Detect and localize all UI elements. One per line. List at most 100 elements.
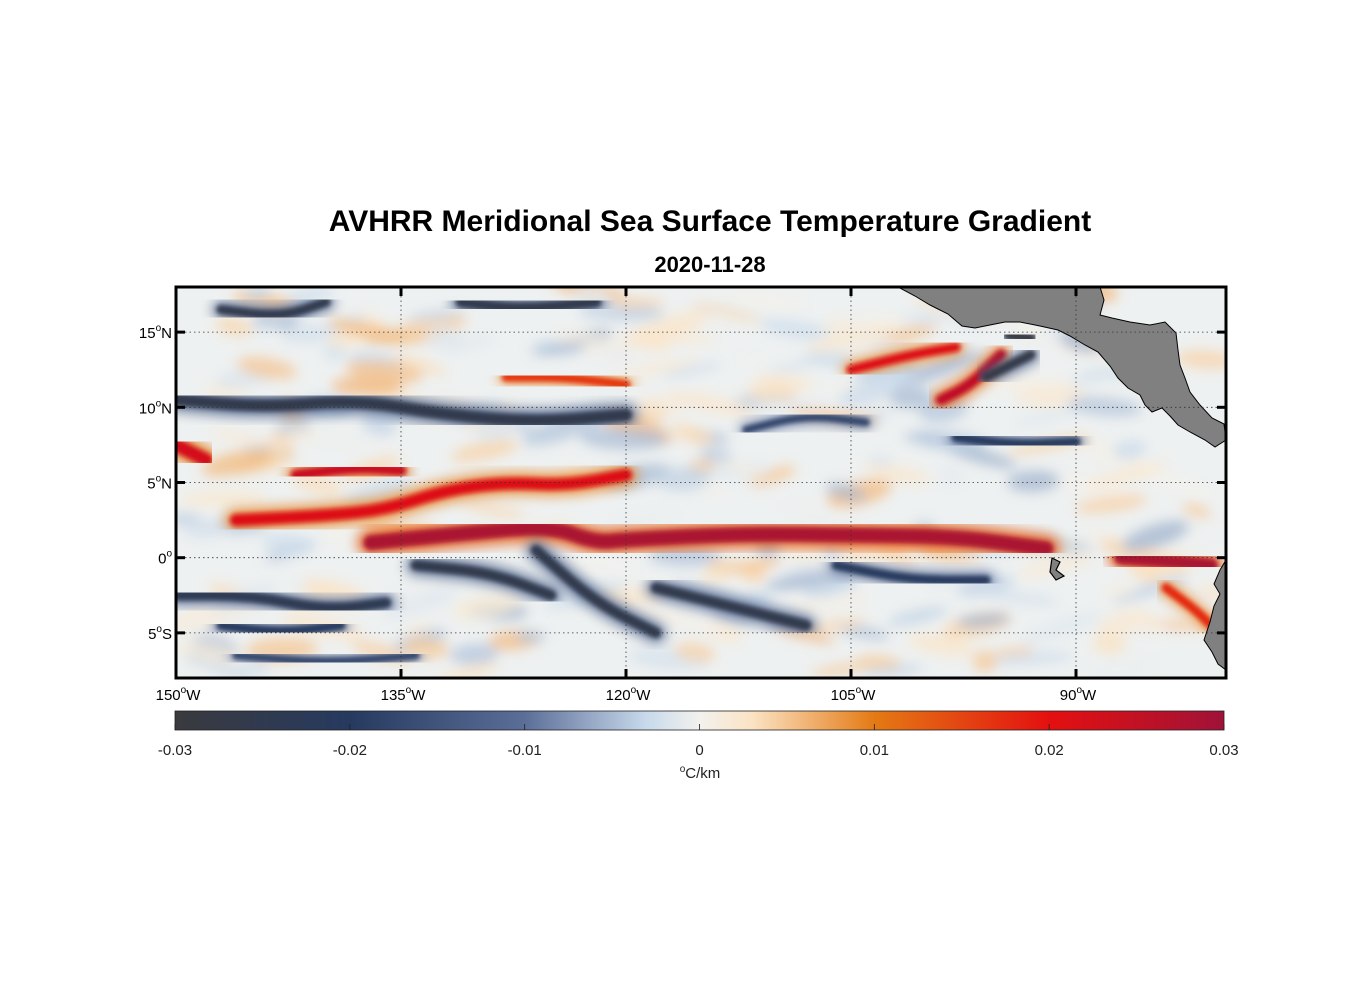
colorbar-tick-label: 0.01	[860, 742, 889, 759]
texture-blob	[896, 351, 983, 386]
texture-blob	[791, 594, 855, 607]
gradient-band-negative	[216, 620, 346, 636]
texture-blob	[805, 350, 852, 369]
texture-blob	[449, 643, 499, 666]
texture-blob	[825, 483, 867, 501]
texture-blob	[393, 354, 447, 375]
x-tick-label: 150oW	[156, 685, 202, 704]
texture-blob	[671, 424, 715, 446]
texture-blob	[662, 363, 723, 378]
texture-blob	[176, 513, 201, 525]
texture-blob	[1075, 494, 1148, 514]
texture-blob	[1019, 611, 1104, 645]
map-plot-area	[176, 287, 1226, 678]
land-central-america	[897, 287, 1226, 448]
gradient-band-negative	[176, 393, 633, 427]
gradient-band-positive	[1161, 583, 1216, 630]
texture-blob	[984, 652, 1075, 665]
texture-blob	[666, 391, 756, 417]
texture-blob	[729, 291, 807, 311]
colorbar-tick-label: -0.03	[158, 742, 192, 759]
texture-blob	[889, 386, 933, 409]
texture-blob	[1182, 502, 1212, 519]
texture-blob	[622, 312, 707, 347]
texture-blob	[286, 428, 319, 440]
texture-blob	[1175, 350, 1226, 369]
texture-blob	[985, 376, 1074, 393]
texture-blob	[803, 578, 858, 598]
texture-blob	[464, 336, 494, 347]
texture-blob	[307, 429, 396, 448]
gradient-band-positive	[1114, 550, 1218, 572]
figure-subtitle: 2020-11-28	[654, 252, 766, 277]
texture-blob	[407, 308, 467, 321]
gradient-band-positive	[846, 342, 961, 375]
x-tick-label: 135oW	[381, 685, 427, 704]
texture-blob	[360, 413, 397, 436]
texture-blob	[381, 587, 457, 618]
texture-blob	[176, 640, 243, 665]
land-galapagos	[1049, 557, 1066, 581]
texture-blob	[473, 430, 511, 440]
texture-blob	[450, 439, 519, 462]
gradient-band-positive	[229, 468, 633, 527]
texture-blob	[461, 502, 526, 518]
texture-blob	[281, 323, 320, 343]
colorbar-tick-label: 0.03	[1209, 742, 1238, 759]
texture-blob	[860, 665, 925, 677]
texture-blob	[284, 288, 335, 302]
texture-blob	[716, 461, 767, 476]
texture-blob	[878, 549, 918, 566]
texture-blob	[938, 464, 965, 487]
colorbar-ticks: -0.03 -0.02 -0.01 0 0.01 0.02 0.03	[158, 724, 1239, 759]
texture-blob	[681, 305, 762, 326]
texture-blob	[992, 646, 1035, 657]
texture-blob	[674, 642, 716, 662]
gradient-band-negative	[650, 582, 812, 631]
texture-blob	[619, 604, 701, 626]
texture-blob	[806, 323, 896, 354]
texture-blob	[179, 490, 266, 507]
texture-blob	[531, 343, 587, 355]
texture-blob	[1125, 612, 1166, 633]
texture-blob	[1013, 406, 1086, 427]
texture-blob	[591, 344, 655, 365]
texture-blob	[1007, 470, 1061, 492]
texture-blob	[696, 618, 727, 636]
gradient-band-negative	[530, 544, 662, 639]
x-tick-label: 120oW	[606, 685, 652, 704]
colorbar-tick-label: -0.02	[333, 742, 367, 759]
gradient-band-positive	[290, 463, 407, 481]
texture-blob	[1086, 657, 1155, 678]
texture-blob	[405, 622, 433, 635]
gradient-band-negative	[981, 350, 1036, 382]
texture-blob	[212, 430, 269, 445]
texture-blob	[327, 319, 410, 343]
y-tick-label: 15oN	[139, 323, 172, 342]
gradient-band-negative	[951, 432, 1081, 449]
gradient-band-negative	[216, 297, 331, 320]
texture-blob	[749, 465, 797, 486]
texture-blob	[321, 525, 357, 543]
texture-blob	[985, 590, 1059, 606]
texture-blob	[868, 455, 893, 467]
texture-blob	[236, 356, 297, 380]
texture-blob	[1122, 520, 1189, 552]
texture-blob	[1077, 441, 1153, 470]
texture-blob	[799, 617, 867, 635]
texture-blob	[438, 662, 499, 678]
texture-blob	[180, 519, 229, 541]
gradient-features	[176, 292, 1224, 669]
texture-blob	[1092, 633, 1127, 655]
y-tick-label: 5oN	[147, 474, 172, 493]
texture-blob	[765, 569, 855, 591]
texture-blob	[759, 318, 833, 341]
texture-blob	[262, 533, 315, 556]
gradient-band-positive	[501, 372, 631, 390]
texture-blob	[1067, 396, 1142, 417]
texture-blob	[863, 464, 931, 484]
texture-blob	[202, 448, 274, 477]
colorbar-tick-label: 0.02	[1035, 742, 1064, 759]
texture-blob	[908, 634, 976, 657]
gradient-band-negative	[455, 296, 602, 313]
